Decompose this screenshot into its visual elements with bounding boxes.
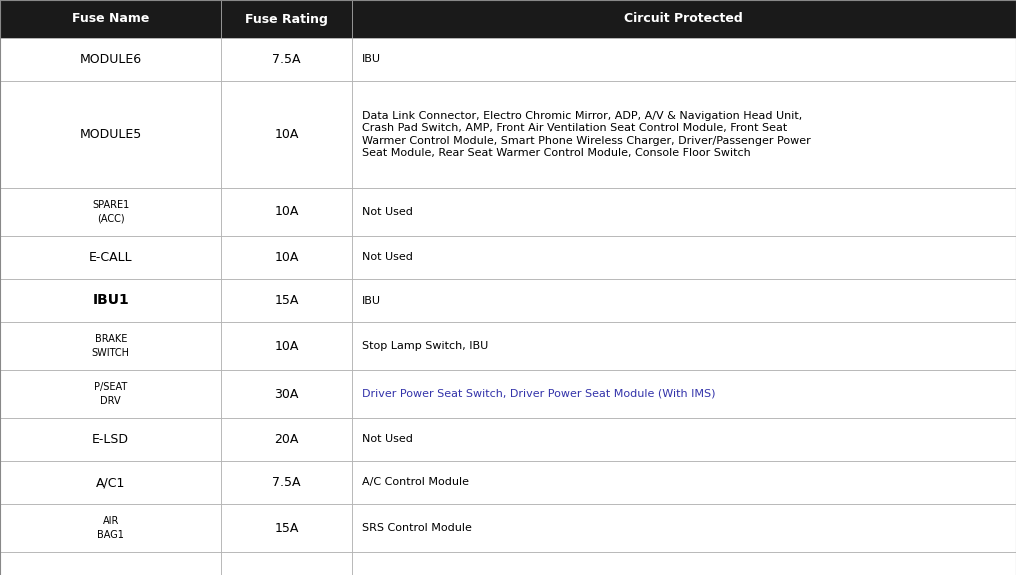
Text: Circuit Protected: Circuit Protected <box>625 13 743 25</box>
Bar <box>0 236 221 279</box>
Bar <box>221 188 352 236</box>
Text: 7.5A: 7.5A <box>272 53 301 66</box>
Bar <box>352 504 1016 552</box>
Text: BRAKE
SWITCH: BRAKE SWITCH <box>91 335 130 358</box>
Bar <box>0 0 221 38</box>
Bar <box>352 188 1016 236</box>
Bar <box>352 552 1016 575</box>
Text: Fuse Rating: Fuse Rating <box>245 13 328 25</box>
Bar <box>0 38 221 81</box>
Text: P/SEAT
DRV: P/SEAT DRV <box>94 382 127 405</box>
Bar <box>221 81 352 188</box>
Text: Fuse Name: Fuse Name <box>72 13 149 25</box>
Text: 10A: 10A <box>274 339 299 352</box>
Text: 7.5A: 7.5A <box>272 476 301 489</box>
Text: 15A: 15A <box>274 522 299 535</box>
Text: Data Link Connector, Electro Chromic Mirror, ADP, A/V & Navigation Head Unit,
Cr: Data Link Connector, Electro Chromic Mir… <box>362 111 811 158</box>
Bar <box>0 370 221 418</box>
Bar <box>0 188 221 236</box>
Bar <box>352 236 1016 279</box>
Bar <box>221 370 352 418</box>
Text: Driver Power Seat Switch, Driver Power Seat Module (With IMS): Driver Power Seat Switch, Driver Power S… <box>362 389 715 399</box>
Text: 15A: 15A <box>274 294 299 307</box>
Text: Not Used: Not Used <box>362 252 412 263</box>
Text: E-LSD: E-LSD <box>92 433 129 446</box>
Bar <box>221 236 352 279</box>
Bar <box>352 38 1016 81</box>
Bar <box>352 279 1016 322</box>
Bar <box>0 504 221 552</box>
Bar <box>221 418 352 461</box>
Text: 10A: 10A <box>274 251 299 264</box>
Bar <box>0 322 221 370</box>
Text: SPARE1
(ACC): SPARE1 (ACC) <box>92 201 129 224</box>
Text: MODULE6: MODULE6 <box>79 53 142 66</box>
Bar <box>352 370 1016 418</box>
Bar <box>221 38 352 81</box>
Bar <box>352 461 1016 504</box>
Bar <box>0 552 221 575</box>
Bar <box>352 322 1016 370</box>
Text: AIR
BAG1: AIR BAG1 <box>98 516 124 539</box>
Text: 20A: 20A <box>274 433 299 446</box>
Bar <box>221 552 352 575</box>
Bar <box>0 81 221 188</box>
Text: A/C Control Module: A/C Control Module <box>362 477 468 488</box>
Text: 10A: 10A <box>274 128 299 141</box>
Bar <box>221 279 352 322</box>
Bar <box>221 322 352 370</box>
Text: Stop Lamp Switch, IBU: Stop Lamp Switch, IBU <box>362 341 488 351</box>
Bar <box>352 0 1016 38</box>
Text: SRS Control Module: SRS Control Module <box>362 523 471 533</box>
Bar <box>221 461 352 504</box>
Bar <box>352 418 1016 461</box>
Text: 30A: 30A <box>274 388 299 401</box>
Text: IBU: IBU <box>362 55 381 64</box>
Text: IBU1: IBU1 <box>92 293 129 308</box>
Text: A/C1: A/C1 <box>97 476 125 489</box>
Text: Not Used: Not Used <box>362 435 412 444</box>
Text: Not Used: Not Used <box>362 207 412 217</box>
Text: E-CALL: E-CALL <box>89 251 132 264</box>
Bar <box>0 279 221 322</box>
Bar <box>0 461 221 504</box>
Text: IBU: IBU <box>362 296 381 305</box>
Bar <box>221 504 352 552</box>
Bar <box>221 0 352 38</box>
Bar <box>352 81 1016 188</box>
Bar <box>0 418 221 461</box>
Text: MODULE5: MODULE5 <box>79 128 142 141</box>
Text: 10A: 10A <box>274 205 299 218</box>
